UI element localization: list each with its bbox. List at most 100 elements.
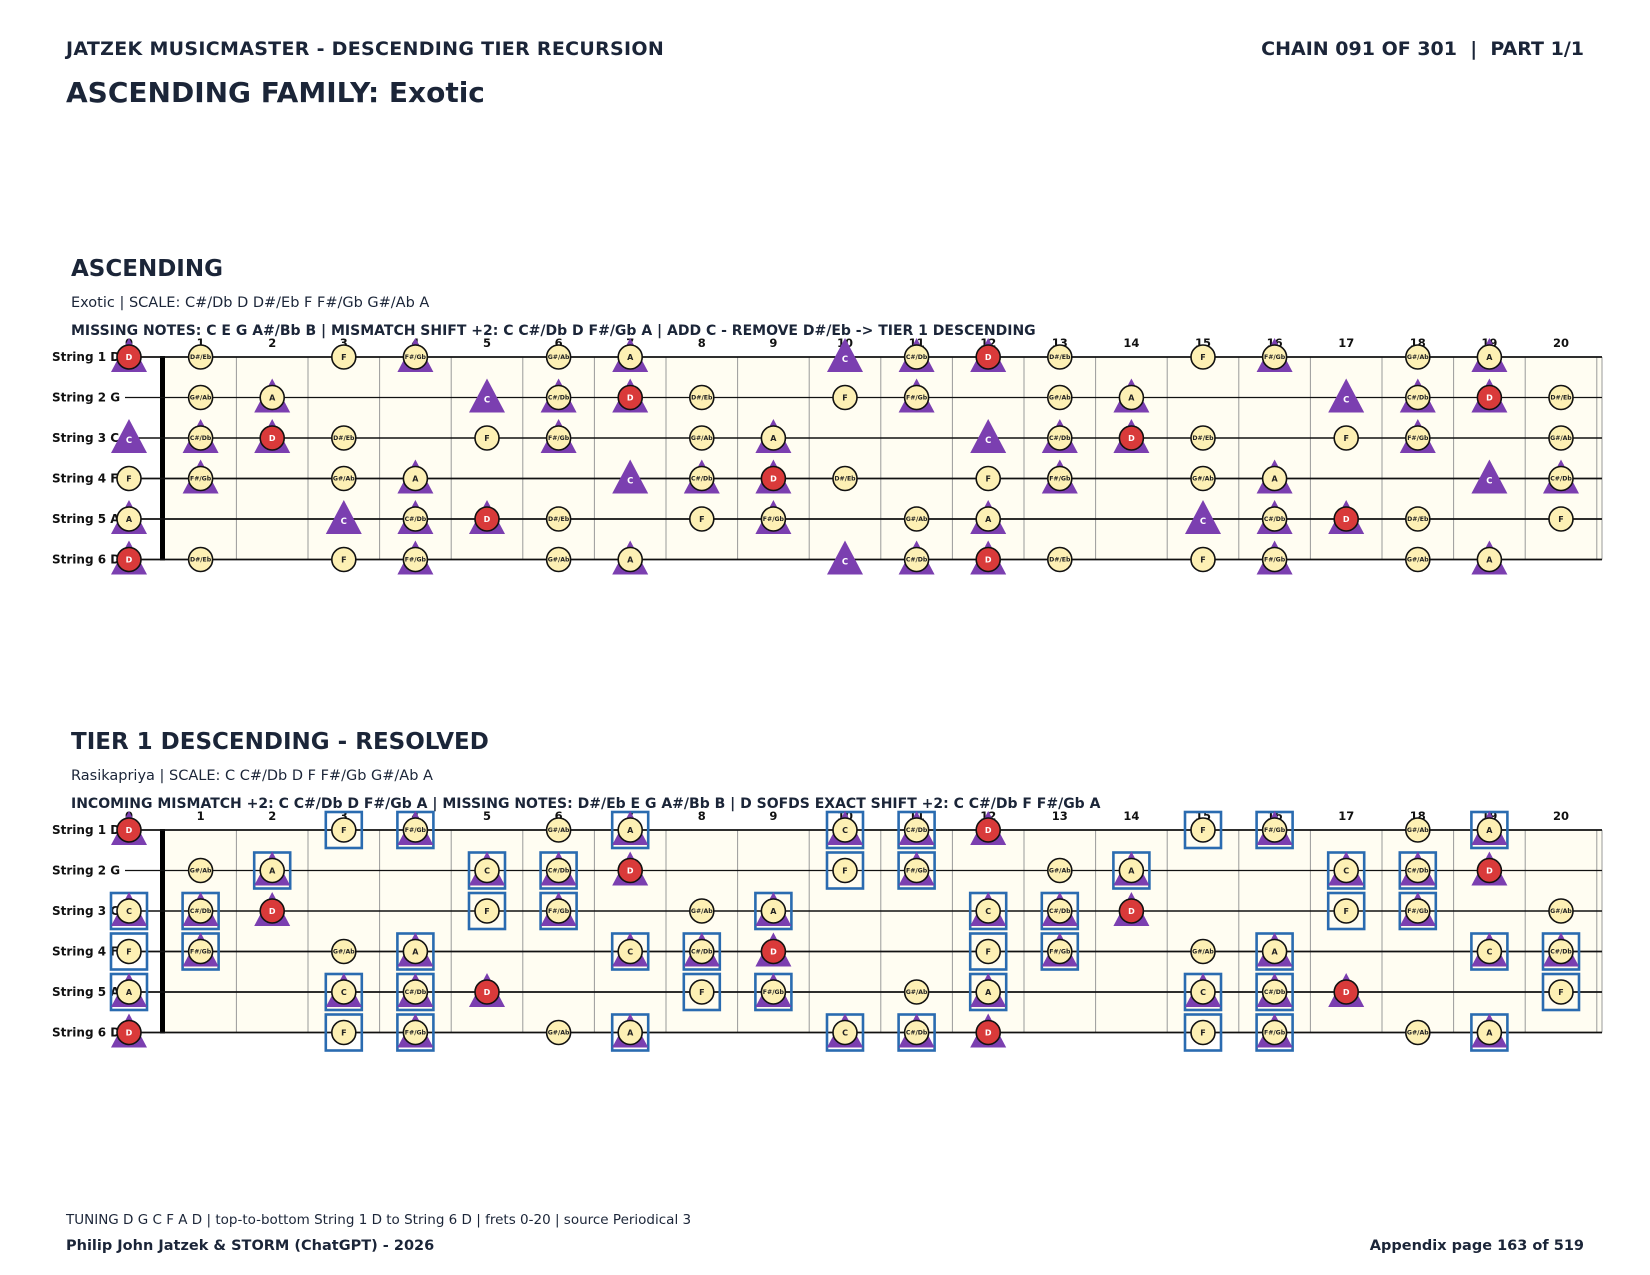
note-label: F#/Gb xyxy=(906,395,928,402)
note-f: F xyxy=(682,972,722,1012)
note-dot xyxy=(1261,938,1288,965)
note-f-gb: F#/Gb xyxy=(397,338,434,372)
note-label: C xyxy=(1486,947,1492,956)
note-label: F#/Gb xyxy=(190,949,212,956)
fret-number: 1 xyxy=(197,336,205,350)
note-label: F xyxy=(842,866,847,875)
note-label: F xyxy=(126,474,131,483)
note-label: C#/Db xyxy=(405,989,427,996)
note-label: D#/Eb xyxy=(1192,435,1214,442)
note-label: D xyxy=(126,353,133,362)
note-dot xyxy=(116,979,142,1005)
nut xyxy=(160,356,165,561)
note-label: G#/Ab xyxy=(1407,354,1429,361)
note-label: C#/Db xyxy=(906,1030,928,1037)
note-dot xyxy=(116,506,142,532)
note-dot xyxy=(617,1019,644,1046)
note-d-eb: D#/Eb xyxy=(1405,506,1431,532)
note-label: F xyxy=(341,826,346,835)
note-label: D xyxy=(126,555,133,564)
note-dot xyxy=(1261,1019,1288,1046)
note-label: C xyxy=(484,866,490,875)
note-label: D xyxy=(126,1028,133,1037)
note-g-ab: G#/Ab xyxy=(545,546,572,573)
note-dot xyxy=(617,546,644,573)
note-label: A xyxy=(770,434,777,443)
note-label: D#/Eb xyxy=(548,516,570,523)
note-dot xyxy=(187,425,214,451)
note-label: C#/Db xyxy=(1264,516,1286,523)
note-dot xyxy=(903,384,930,411)
note-dot xyxy=(1261,546,1288,573)
fret-number: 3 xyxy=(340,809,348,823)
note-a: A xyxy=(754,891,793,931)
note-f-gb: F#/Gb xyxy=(1255,810,1294,850)
note-dot xyxy=(1405,384,1431,411)
note-a: A xyxy=(1113,378,1150,413)
note-label: F xyxy=(985,474,990,483)
family-title: ASCENDING FAMILY: Exotic xyxy=(66,76,485,109)
note-label: F xyxy=(484,434,489,443)
note-label: F xyxy=(341,555,346,564)
note-label: F#/Gb xyxy=(405,354,427,361)
note-dot xyxy=(1476,1019,1503,1046)
note-label: F xyxy=(1200,555,1205,564)
match-box xyxy=(324,810,364,850)
root-dot xyxy=(617,384,644,411)
note-c: C xyxy=(1328,378,1365,413)
note-f-gb: F#/Gb xyxy=(754,972,793,1012)
note-dot xyxy=(402,1019,429,1046)
root-dot xyxy=(975,344,1002,370)
note-label: A xyxy=(1128,866,1135,875)
note-f: F xyxy=(474,425,500,451)
note-dot xyxy=(832,1019,858,1046)
note-d: D xyxy=(1328,973,1365,1007)
note-dot xyxy=(832,857,858,884)
note-f: F xyxy=(330,344,357,370)
note-dot xyxy=(330,979,357,1005)
note-dot xyxy=(1405,425,1431,451)
note-dot xyxy=(545,344,572,370)
root-dot xyxy=(760,465,787,492)
note-d: D xyxy=(970,540,1007,575)
note-c: C xyxy=(325,500,362,534)
note-a: A xyxy=(970,500,1007,534)
note-g-ab: G#/Ab xyxy=(1548,898,1574,924)
note-label: C xyxy=(1486,477,1492,487)
note-f: F xyxy=(1326,891,1366,931)
note-f: F xyxy=(324,810,364,850)
string-label: String 6 D xyxy=(52,1026,120,1040)
note-c: C xyxy=(825,1013,865,1052)
note-label: G#/Ab xyxy=(548,557,570,564)
fret-number: 17 xyxy=(1338,336,1354,350)
note-dot xyxy=(1047,857,1073,884)
note-dot xyxy=(832,384,858,411)
root-dot xyxy=(617,857,644,884)
note-d: D xyxy=(469,973,505,1007)
note-label: F#/Gb xyxy=(1264,827,1286,834)
note-dot xyxy=(617,938,644,965)
note-label: C#/Db xyxy=(548,395,570,402)
note-a: A xyxy=(610,1013,650,1052)
note-g-ab: G#/Ab xyxy=(1190,465,1216,492)
note-label: G#/Ab xyxy=(1550,908,1572,915)
note-d: D xyxy=(1328,500,1365,534)
note-f-gb: F#/Gb xyxy=(539,891,578,931)
note-f: F xyxy=(324,1013,364,1052)
note-c: C xyxy=(1470,932,1509,971)
note-dot xyxy=(330,425,357,451)
note-label: C xyxy=(1200,517,1206,527)
note-f-gb: F#/Gb xyxy=(1256,540,1293,575)
note-label: C#/Db xyxy=(691,476,713,483)
note-label: D xyxy=(770,474,777,483)
note-f: F xyxy=(832,384,858,411)
note-dot xyxy=(1476,546,1503,573)
root-dot xyxy=(1476,384,1503,411)
note-label: F xyxy=(699,988,704,997)
note-label: D#/Eb xyxy=(190,354,212,361)
note-d: D xyxy=(111,1013,147,1048)
string-label: String 1 D xyxy=(52,350,120,364)
string-label: String 6 D xyxy=(52,553,120,567)
note-c: C xyxy=(827,338,863,372)
note-dot xyxy=(545,506,572,532)
